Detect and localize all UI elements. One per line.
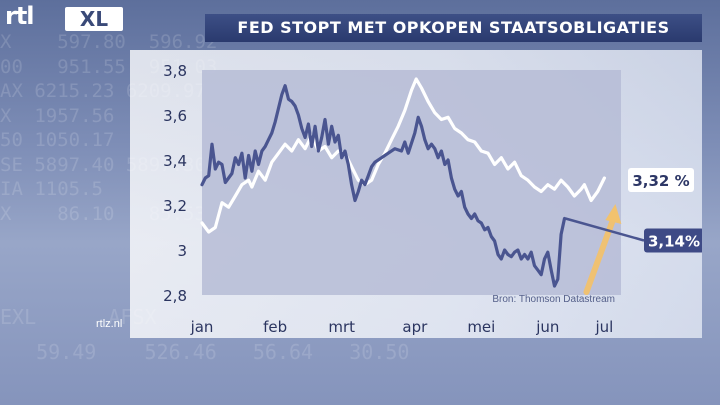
chart-panel: 2,8 3 3,2 3,4 3,6 3,8 jan feb mrt apr mei jun jul Bro… — [130, 50, 702, 338]
end-label-leader-2 — [565, 217, 645, 242]
line-chart: 2,8 3 3,2 3,4 3,6 3,8 jan feb mrt apr mei jun jul Bro… — [163, 62, 702, 336]
end-label-box-2 — [644, 228, 702, 253]
series-line-1 — [200, 77, 606, 234]
y-tick-label: 3,6 — [163, 107, 187, 125]
x-tick-label: jul — [594, 318, 613, 336]
end-label-1: 3,32 % — [632, 172, 689, 190]
x-tick-label: mrt — [328, 318, 355, 336]
series-line-2 — [200, 84, 567, 288]
logo-xl-badge: XL — [65, 7, 123, 31]
logo-rtl-text: rtl — [5, 2, 35, 30]
x-tick-label: mei — [467, 318, 495, 336]
rtlz-logo: rtl XL — [5, 2, 125, 34]
source-note: Bron: Thomson Datastream — [492, 294, 615, 305]
change-arrow-shaft — [583, 213, 618, 295]
end-label-2: 3,14% — [648, 233, 700, 251]
y-tick-label: 3 — [177, 242, 187, 260]
x-tick-label: jun — [535, 318, 559, 336]
x-tick-label: jan — [190, 318, 214, 336]
y-tick-label: 3,4 — [163, 152, 187, 170]
y-tick-label: 2,8 — [163, 287, 187, 305]
y-tick-label: 3,2 — [163, 197, 187, 215]
change-arrow-head — [605, 204, 622, 224]
x-tick-label: apr — [402, 318, 428, 336]
site-label: rtlz.nl — [96, 318, 123, 330]
end-label-box-1 — [628, 168, 694, 192]
chart-title: FED STOPT MET OPKOPEN STAATSOBLIGATIES — [205, 14, 702, 42]
bottom-ticker: EXL AFSX 59.49 526.46 56.64 30.50 — [0, 305, 410, 364]
plot-area — [202, 70, 621, 295]
y-tick-label: 3,8 — [163, 62, 187, 80]
x-tick-label: feb — [263, 318, 287, 336]
